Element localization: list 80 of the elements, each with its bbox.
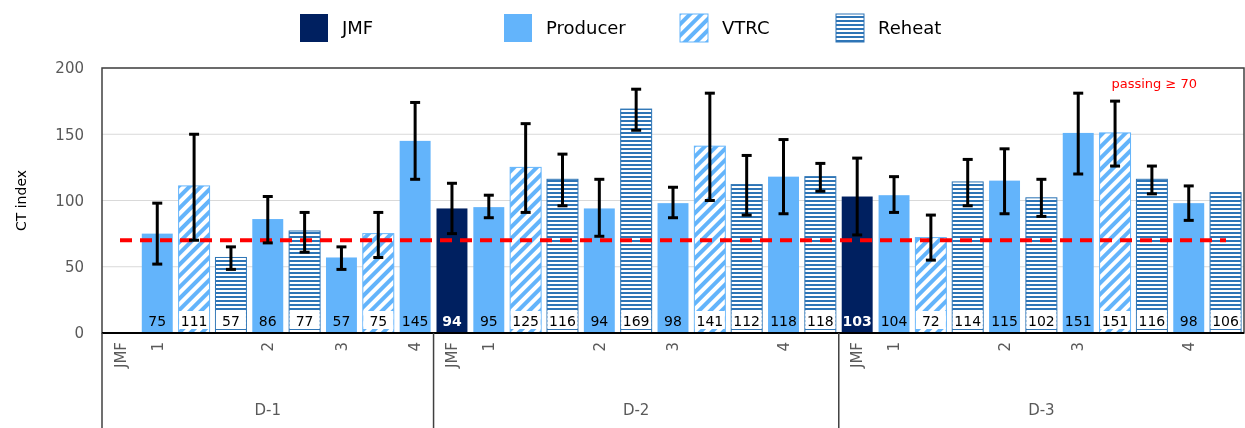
x-tick-label: 2 — [259, 342, 278, 352]
legend-label: JMF — [341, 17, 374, 39]
bar — [473, 207, 505, 333]
text: D-3 — [1028, 401, 1055, 419]
data-label: 94 — [442, 313, 462, 329]
data-label: 94 — [590, 313, 609, 329]
data-label: 116 — [1138, 313, 1166, 329]
x-tick-label: 1 — [885, 342, 904, 352]
data-label: 57 — [222, 313, 240, 329]
data-label: 75 — [148, 313, 167, 329]
x-tick-label: 3 — [664, 342, 683, 352]
x-tick-label: 1 — [148, 342, 167, 352]
data-label: 104 — [880, 313, 908, 329]
data-label: 151 — [1064, 313, 1092, 329]
bar — [620, 108, 653, 334]
legend-label: VTRC — [722, 17, 770, 39]
data-label: 118 — [806, 313, 834, 329]
data-label: 111 — [180, 313, 208, 329]
bar — [989, 180, 1021, 333]
x-tick-label: JMF — [111, 342, 130, 369]
x-tick-label: 2 — [995, 342, 1014, 352]
data-label: 98 — [1179, 313, 1198, 329]
bar — [657, 203, 689, 333]
bar — [1099, 132, 1132, 334]
x-tick-label: 3 — [1069, 342, 1088, 352]
bar — [1209, 192, 1242, 334]
bar — [878, 195, 910, 333]
data-label: 57 — [332, 313, 351, 329]
x-tick-label: 4 — [774, 342, 793, 352]
y-tick-label: 150 — [55, 125, 84, 144]
x-tick-label: 1 — [480, 342, 499, 352]
data-label: 169 — [622, 313, 650, 329]
x-tick-label: 2 — [590, 342, 609, 352]
data-label: 106 — [1212, 313, 1240, 329]
data-label: 95 — [479, 313, 498, 329]
data-label: 72 — [921, 313, 940, 329]
x-tick-label: JMF — [848, 342, 867, 369]
ref-line-label: passing ≥ 70 — [1111, 76, 1197, 91]
bar — [252, 219, 284, 333]
x-tick-label: 4 — [406, 342, 425, 352]
data-label: 77 — [295, 313, 314, 329]
data-label: 116 — [549, 313, 576, 329]
bar — [1025, 197, 1058, 334]
legend-label: Producer — [546, 17, 627, 39]
data-label: 86 — [258, 313, 277, 329]
bar — [768, 176, 799, 333]
data-label: 98 — [664, 313, 682, 329]
text: D-1 — [254, 401, 282, 419]
data-label: 141 — [696, 313, 724, 329]
data-label: 114 — [954, 313, 982, 329]
bar — [693, 145, 726, 334]
bar — [325, 257, 357, 333]
bar — [804, 176, 837, 334]
bar — [1062, 132, 1094, 333]
y-axis-title: CT index — [13, 169, 29, 232]
bar — [436, 208, 468, 333]
y-tick-label: 200 — [55, 59, 84, 78]
bar — [841, 196, 873, 333]
y-tick-label: 50 — [64, 258, 84, 276]
data-label: 125 — [512, 313, 540, 329]
data-label: 102 — [1028, 313, 1055, 329]
bar — [399, 140, 431, 333]
y-tick-label: 0 — [74, 324, 84, 343]
data-label: 112 — [733, 313, 761, 329]
x-tick-label: JMF — [443, 342, 462, 369]
bar — [141, 233, 173, 333]
data-label: 103 — [842, 313, 872, 329]
bar — [546, 178, 579, 334]
data-label: 145 — [401, 313, 429, 329]
bar — [1173, 203, 1205, 333]
data-label: 115 — [991, 313, 1018, 329]
data-label: 75 — [369, 313, 388, 329]
legend-label: Reheat — [878, 17, 942, 39]
text: D-2 — [622, 401, 650, 419]
x-tick-label: 3 — [332, 342, 351, 352]
bar — [583, 208, 615, 333]
x-tick-label: 4 — [1179, 342, 1198, 352]
y-tick-label: 100 — [55, 191, 84, 210]
data-label: 151 — [1101, 313, 1129, 329]
data-label: 118 — [770, 313, 797, 329]
